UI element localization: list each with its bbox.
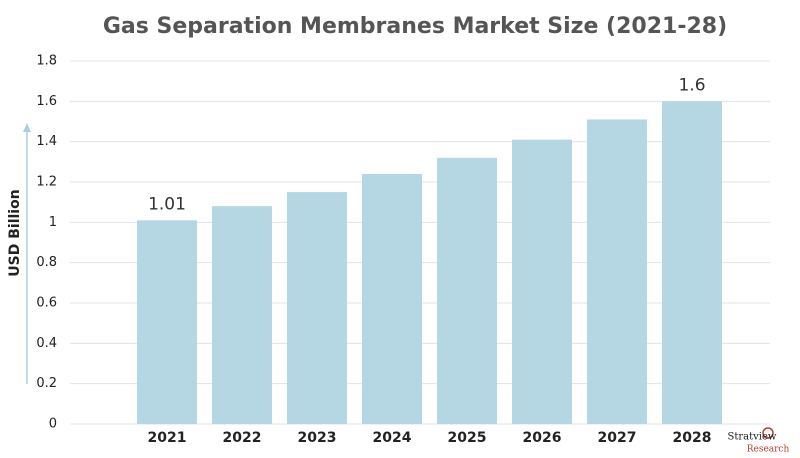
bar <box>287 192 347 424</box>
value-label: 1.6 <box>678 75 705 95</box>
y-tick-label: 0 <box>49 417 57 432</box>
y-tick-label: 1.4 <box>36 134 57 149</box>
y-tick-label: 1.2 <box>36 175 57 190</box>
bar <box>212 206 272 424</box>
bar <box>437 157 497 425</box>
x-tick-label: 2025 <box>448 430 487 446</box>
x-tick-label: 2024 <box>373 430 412 446</box>
bar <box>587 119 647 424</box>
y-tick-label: 0.4 <box>36 336 57 351</box>
axis-arrow-head <box>23 123 31 132</box>
chart-title: Gas Separation Membranes Market Size (20… <box>103 14 727 39</box>
y-tick-label: 0.8 <box>36 255 57 270</box>
logo: Stratview Research <box>728 427 790 455</box>
x-tick-label: 2021 <box>148 430 187 446</box>
x-tick-label: 2022 <box>223 430 262 446</box>
bar <box>362 173 422 424</box>
value-label: 1.01 <box>148 194 186 214</box>
y-tick-label: 0.2 <box>36 376 57 391</box>
logo-sub: Research <box>747 445 790 455</box>
bar <box>512 139 572 424</box>
y-tick-label: 1 <box>49 215 57 230</box>
x-tick-label: 2027 <box>598 430 637 446</box>
y-tick-label: 1.8 <box>36 54 57 69</box>
y-tick-label: 0.6 <box>36 296 57 311</box>
y-axis-label: USD Billion <box>7 189 23 276</box>
x-tick-label: 2023 <box>298 430 337 446</box>
x-tick-label: 2026 <box>523 430 562 446</box>
y-tick-label: 1.6 <box>36 94 57 109</box>
bar <box>137 220 197 424</box>
logo-name: Stratview <box>728 432 777 443</box>
bar <box>662 101 722 424</box>
logo-icon <box>762 427 774 439</box>
x-tick-label: 2028 <box>673 430 712 446</box>
